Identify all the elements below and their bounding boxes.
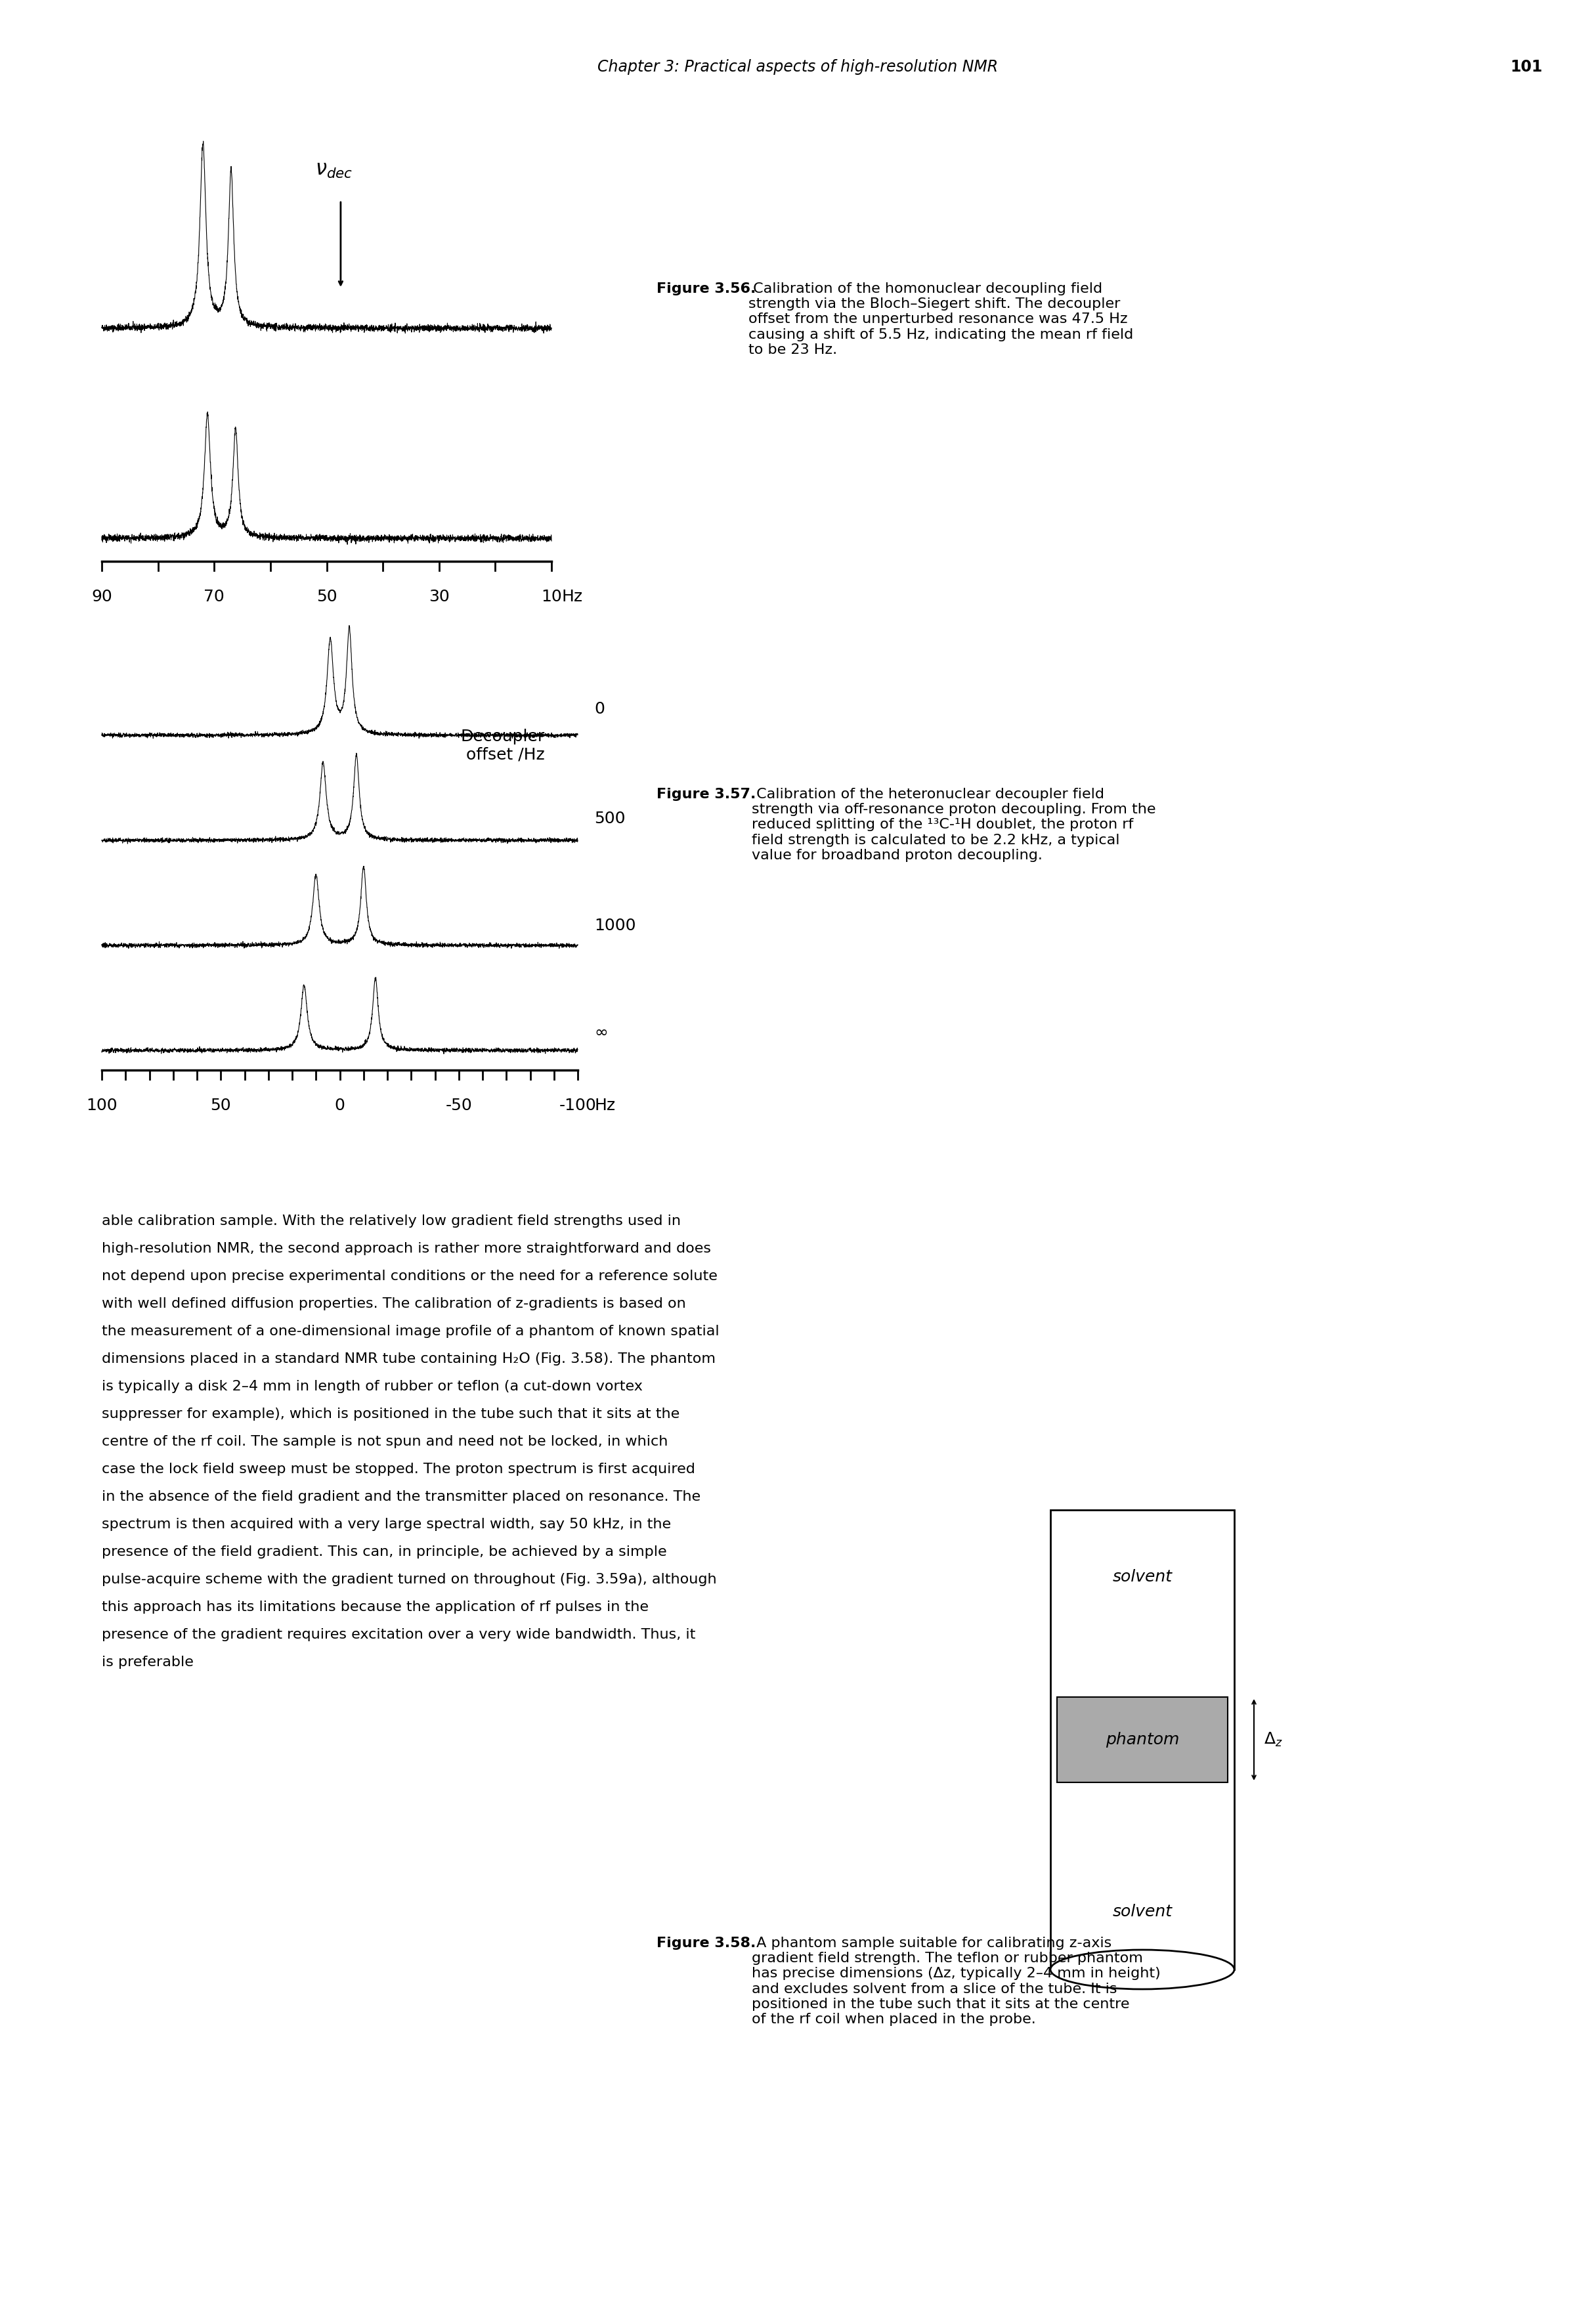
Text: solvent: solvent [1112, 1569, 1171, 1585]
Bar [1050, 1511, 1234, 1968]
Text: Figure 3.58.: Figure 3.58. [656, 1936, 757, 1950]
Text: 101: 101 [1510, 58, 1543, 74]
Text: 30: 30 [429, 588, 450, 604]
Text: spectrum is then acquired with a very large spectral width, say 50 kHz, in the: spectrum is then acquired with a very la… [102, 1518, 670, 1532]
Text: 70: 70 [204, 588, 225, 604]
Text: 90: 90 [91, 588, 112, 604]
Text: presence of the field gradient. This can, in principle, be achieved by a simple: presence of the field gradient. This can… [102, 1545, 667, 1559]
Text: solvent: solvent [1112, 1903, 1171, 1920]
Text: not depend upon precise experimental conditions or the need for a reference solu: not depend upon precise experimental con… [102, 1269, 718, 1283]
Text: suppresser for example), which is positioned in the tube such that it sits at th: suppresser for example), which is positi… [102, 1408, 680, 1420]
Text: 1000: 1000 [594, 918, 635, 934]
Text: is typically a disk 2–4 mm in length of rubber or teflon (a cut-down vortex: is typically a disk 2–4 mm in length of … [102, 1380, 643, 1392]
Text: this approach has its limitations because the application of rf pulses in the: this approach has its limitations becaus… [102, 1601, 648, 1613]
Text: Figure 3.56.: Figure 3.56. [656, 281, 757, 295]
Ellipse shape [1050, 1950, 1234, 1989]
Text: 50: 50 [316, 588, 337, 604]
Text: high-resolution NMR, the second approach is rather more straightforward and does: high-resolution NMR, the second approach… [102, 1241, 710, 1255]
Text: Calibration of the heteronuclear decoupler field
strength via off-resonance prot: Calibration of the heteronuclear decoupl… [752, 788, 1156, 862]
Text: 100: 100 [86, 1097, 118, 1113]
Text: presence of the gradient requires excitation over a very wide bandwidth. Thus, i: presence of the gradient requires excita… [102, 1629, 696, 1641]
Text: $\nu_{dec}$: $\nu_{dec}$ [316, 160, 353, 179]
Text: phantom: phantom [1106, 1731, 1179, 1748]
Text: dimensions placed in a standard NMR tube containing H₂O (Fig. 3.58). The phantom: dimensions placed in a standard NMR tube… [102, 1353, 715, 1367]
Text: $\Delta_z$: $\Delta_z$ [1264, 1731, 1283, 1748]
Text: Decoupler
offset /Hz: Decoupler offset /Hz [461, 730, 544, 762]
Text: case the lock field sweep must be stopped. The proton spectrum is first acquired: case the lock field sweep must be stoppe… [102, 1462, 696, 1476]
Text: able calibration sample. With the relatively low gradient field strengths used i: able calibration sample. With the relati… [102, 1215, 681, 1227]
Text: A phantom sample suitable for calibrating z-axis
gradient field strength. The te: A phantom sample suitable for calibratin… [752, 1936, 1160, 2027]
Text: Hz: Hz [562, 588, 583, 604]
Text: Figure 3.57.: Figure 3.57. [656, 788, 757, 802]
Text: 0: 0 [335, 1097, 345, 1113]
Text: centre of the rf coil. The sample is not spun and need not be locked, in which: centre of the rf coil. The sample is not… [102, 1436, 669, 1448]
Text: Calibration of the homonuclear decoupling field
strength via the Bloch–Siegert s: Calibration of the homonuclear decouplin… [749, 281, 1133, 356]
Text: the measurement of a one-dimensional image profile of a phantom of known spatial: the measurement of a one-dimensional ima… [102, 1325, 720, 1339]
Text: in the absence of the field gradient and the transmitter placed on resonance. Th: in the absence of the field gradient and… [102, 1490, 701, 1504]
Text: 10: 10 [541, 588, 562, 604]
Text: 500: 500 [594, 811, 626, 827]
Text: -100: -100 [559, 1097, 597, 1113]
Text: Chapter 3: Practical aspects of high-resolution NMR: Chapter 3: Practical aspects of high-res… [597, 58, 998, 74]
Text: pulse-acquire scheme with the gradient turned on throughout (Fig. 3.59a), althou: pulse-acquire scheme with the gradient t… [102, 1573, 717, 1585]
Text: Hz: Hz [594, 1097, 614, 1113]
Text: 0: 0 [594, 702, 605, 716]
Text: is preferable: is preferable [102, 1655, 193, 1669]
Bar [1057, 1697, 1227, 1783]
Text: -50: -50 [445, 1097, 472, 1113]
Text: ∞: ∞ [594, 1025, 608, 1041]
Text: with well defined diffusion properties. The calibration of z-gradients is based : with well defined diffusion properties. … [102, 1297, 686, 1311]
Text: 50: 50 [211, 1097, 231, 1113]
